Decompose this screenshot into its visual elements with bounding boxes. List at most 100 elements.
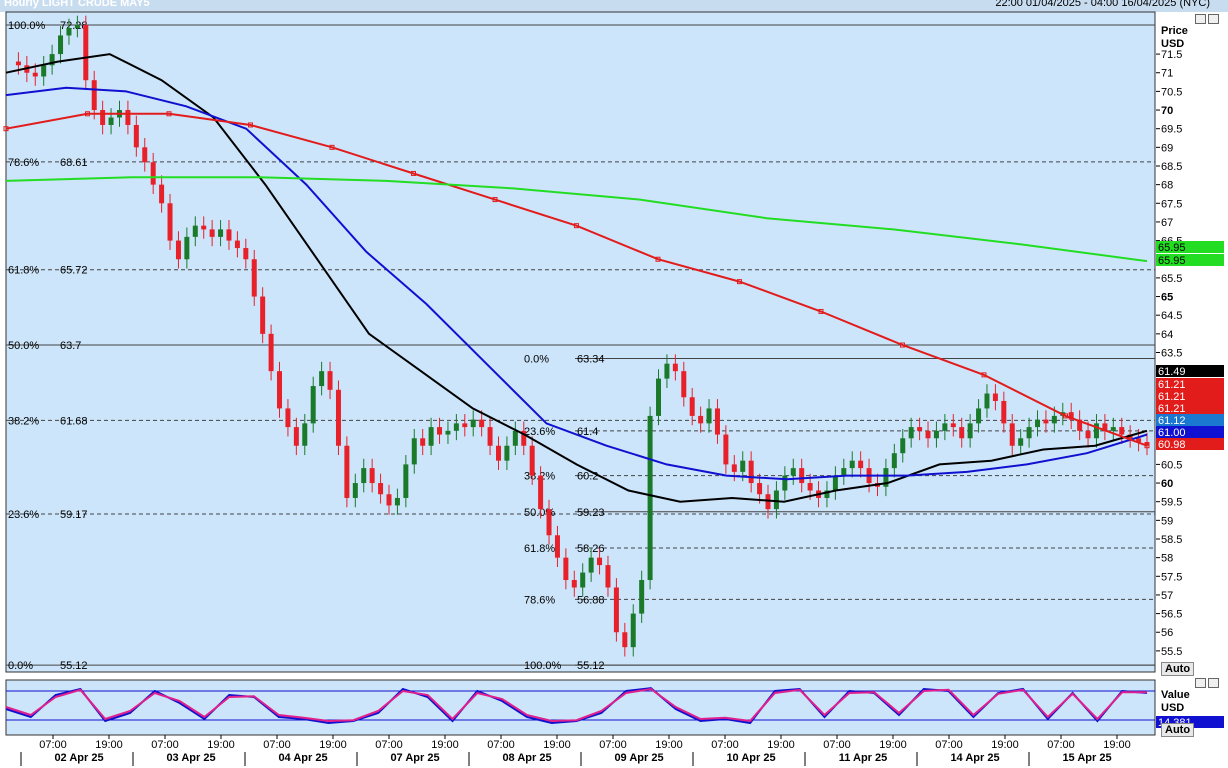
minimize-icon[interactable] — [1195, 14, 1206, 24]
moving-average-line — [5, 53, 1148, 503]
price-tag — [1156, 241, 1224, 253]
price-tag-label: 61.21 — [1158, 391, 1186, 403]
y-tick-label: 70.5 — [1161, 86, 1182, 98]
x-date-label: 02 Apr 25 — [54, 752, 103, 764]
price-auto-button[interactable]: Auto — [1161, 662, 1195, 676]
y-tick-label: 67 — [1161, 217, 1173, 229]
candle-body — [344, 445, 350, 498]
candle-body — [891, 453, 897, 469]
candle-body — [849, 460, 855, 469]
candle-body — [1119, 427, 1125, 435]
candle-body — [1102, 423, 1108, 431]
price-tag — [1156, 438, 1224, 450]
candle-body — [100, 110, 106, 125]
y-tick-label: 58 — [1161, 553, 1173, 565]
candle-body — [723, 434, 729, 465]
y-tick-label: 70 — [1161, 105, 1173, 117]
price-tag-label: 61.12 — [1158, 415, 1186, 427]
y-tick-label: 55.5 — [1161, 646, 1182, 658]
x-time-label: 07:00 — [935, 739, 963, 751]
x-date-label: 11 Apr 25 — [839, 752, 888, 764]
candle-body — [1009, 423, 1015, 446]
close-icon[interactable] — [1208, 14, 1219, 24]
y-tick-label: 65 — [1161, 292, 1173, 304]
candle-body — [234, 240, 240, 249]
x-time-label: 19:00 — [1103, 739, 1131, 751]
candle-body — [613, 587, 619, 633]
osc-axis-label-line1: Value — [1161, 689, 1190, 701]
x-time-label: 07:00 — [487, 739, 515, 751]
candle-body — [335, 389, 341, 446]
candle-body — [942, 423, 948, 431]
candle-body — [487, 427, 493, 446]
candle-body — [563, 557, 569, 581]
osc-close-icon[interactable] — [1208, 678, 1219, 688]
ma-marker — [574, 223, 579, 229]
x-time-label: 07:00 — [711, 739, 739, 751]
ma-marker — [737, 279, 742, 285]
osc-axis-label: Value USD — [1161, 689, 1190, 715]
price-tag-label: 61.21 — [1158, 403, 1186, 415]
price-tag-label: 61.21 — [1158, 379, 1186, 391]
candle-body — [453, 423, 459, 431]
candle-body — [268, 333, 274, 372]
fib-left-pct: 78.6% — [8, 157, 39, 169]
ma-marker — [329, 144, 335, 150]
y-tick-label: 57.5 — [1161, 571, 1182, 583]
candle-body — [150, 162, 156, 185]
candle-body — [925, 430, 931, 439]
candle-body — [470, 419, 476, 428]
ma-marker — [981, 372, 987, 378]
candle-body — [706, 408, 712, 424]
x-time-label: 19:00 — [543, 739, 571, 751]
candle-body — [521, 430, 527, 446]
x-time-label: 19:00 — [207, 739, 235, 751]
ma-marker — [492, 197, 498, 203]
x-time-label: 07:00 — [151, 739, 179, 751]
candle-body — [605, 565, 611, 588]
candle-body — [1018, 438, 1024, 446]
candle-body — [992, 393, 998, 401]
y-tick-label: 56.5 — [1161, 609, 1182, 621]
candle-body — [495, 445, 501, 461]
ma-marker — [85, 111, 90, 117]
candle-body — [167, 203, 173, 241]
fib-left-pct: 23.6% — [8, 509, 39, 521]
candle-body — [361, 468, 367, 484]
fib-left-price: 68.61 — [60, 157, 88, 169]
y-tick-label: 69 — [1161, 142, 1173, 154]
candle-body — [91, 80, 97, 111]
candle-body — [479, 419, 485, 428]
candle-body — [1093, 423, 1099, 439]
moving-average-line — [5, 176, 1148, 263]
price-tag-label: 61.49 — [1158, 366, 1186, 378]
osc-auto-button[interactable]: Auto — [1161, 723, 1195, 737]
x-date-label: 15 Apr 25 — [1062, 752, 1111, 764]
fib-right-price: 56.88 — [577, 594, 605, 606]
candle-body — [647, 415, 653, 581]
candle-body — [83, 25, 89, 81]
candle-body — [841, 468, 847, 476]
fib-left-price: 59.17 — [60, 509, 88, 521]
candle-body — [285, 408, 291, 428]
x-time-label: 07:00 — [1047, 739, 1075, 751]
candle-body — [824, 490, 830, 498]
y-tick-label: 57 — [1161, 590, 1173, 602]
price-axis-label-line2: USD — [1161, 38, 1185, 50]
candle-body — [765, 494, 771, 510]
candle-body — [184, 236, 190, 260]
candle-body — [664, 363, 670, 379]
y-tick-label: 68.5 — [1161, 161, 1182, 173]
candle-body — [386, 494, 392, 506]
candle-body — [858, 460, 864, 469]
price-tag — [1156, 426, 1224, 438]
candle-body — [302, 423, 308, 446]
y-tick-label: 56 — [1161, 627, 1173, 639]
osc-minimize-icon[interactable] — [1195, 678, 1206, 688]
title-bar: Hourly LIGHT CRUDE MAY5 22:00 01/04/2025… — [0, 0, 1228, 12]
candle-body — [108, 117, 114, 125]
price-axis-label: Price USD — [1161, 25, 1188, 51]
price-tag — [1156, 378, 1224, 390]
candle-body — [782, 475, 788, 491]
